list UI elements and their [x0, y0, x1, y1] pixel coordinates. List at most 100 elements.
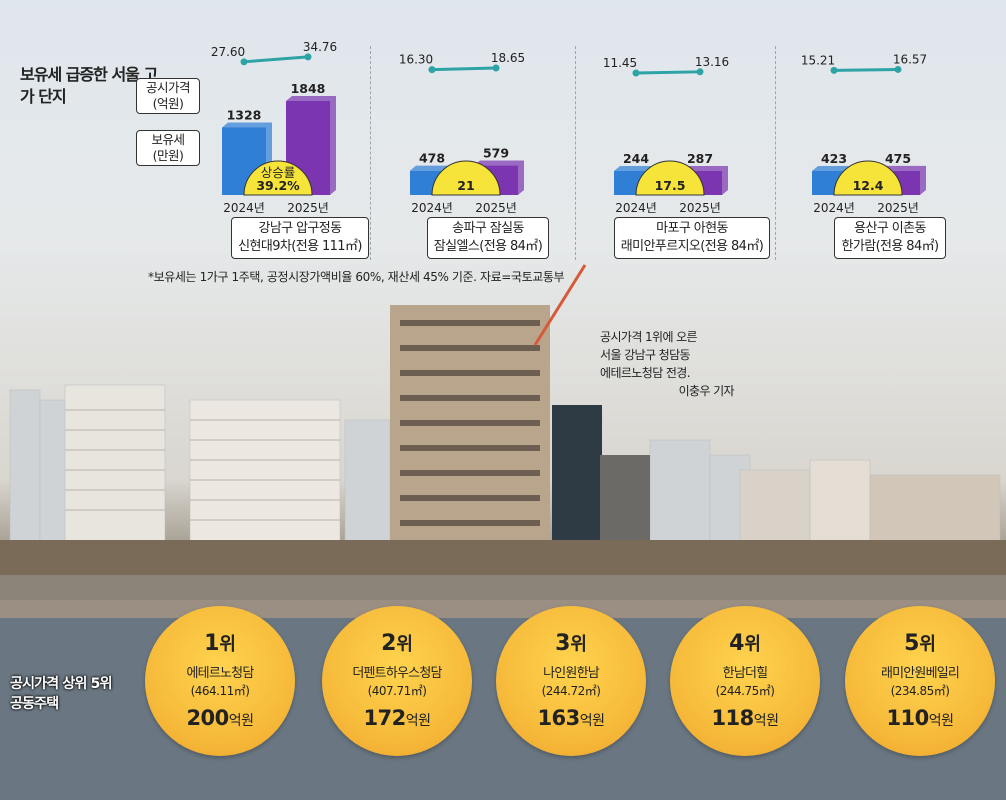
legend-line-label: 공시가격 (억원) [145, 80, 191, 111]
tax-label: 287 [687, 151, 713, 166]
price-label: 16.57 [893, 52, 927, 66]
complex-price: 200억원 [186, 706, 254, 730]
complex-name: 더펜트하우스청담 [352, 666, 442, 681]
legend-line: 공시가격 (억원) [136, 78, 200, 114]
group-label-box: 마포구 아현동 래미안푸르지오(전용 84㎡) [613, 217, 771, 259]
group-name: 마포구 아현동 [656, 221, 728, 236]
tax-label: 244 [623, 151, 649, 166]
tax-label: 423 [821, 151, 847, 166]
ranking-item: 2위 더펜트하우스청담 (407.71㎡) 172억원 [322, 606, 472, 756]
complex-name: 한남더힐 [722, 666, 768, 681]
price-label: 18.65 [491, 51, 525, 65]
increase-badge [243, 160, 313, 196]
tax-label: 478 [419, 151, 445, 166]
price-label: 34.76 [303, 40, 337, 54]
complex-area: (407.71㎡) [367, 684, 427, 698]
price-point [304, 53, 312, 61]
divider [775, 46, 776, 260]
complex-name: 래미안원베일리 [880, 666, 960, 681]
increase-badge [431, 160, 501, 196]
price-label: 16.30 [399, 53, 433, 67]
price-point [428, 66, 436, 74]
group-name: 송파구 잠실동 [452, 221, 524, 236]
group-label: 마포구 아현동 래미안푸르지오(전용 84㎡) [592, 216, 792, 260]
price-line [635, 70, 701, 75]
caption-line: 서울 강남구 청담동 [600, 348, 691, 362]
complex-price: 110억원 [886, 706, 954, 730]
price-line [833, 67, 899, 72]
complex-price: 118억원 [711, 706, 779, 730]
rank-number: 1위 [204, 631, 236, 656]
price-line [243, 55, 309, 64]
year-label: 2024년 [411, 201, 453, 215]
ranking-title-line: 공시가격 상위 5위 [10, 676, 112, 692]
price-point [696, 68, 704, 76]
year-label: 2025년 [877, 201, 919, 215]
group-unit: 한가람(전용 84㎡) [841, 239, 939, 254]
group-unit: 신현대9차(전용 111㎡) [238, 239, 362, 254]
tax-label: 1848 [291, 81, 326, 96]
price-point [894, 65, 902, 73]
complex-name: 나인원한남 [543, 666, 600, 681]
caption-line: 공시가격 1위에 오른 [600, 330, 698, 344]
group-name: 강남구 압구정동 [258, 221, 342, 236]
complex-area: (244.72㎡) [541, 684, 601, 698]
chart-group: 27.60 34.76 1328 1848 상승률 39.2% 2024년 2025년 강남구 … [200, 40, 400, 270]
year-label: 2024년 [615, 201, 657, 215]
complex-area: (244.75㎡) [715, 684, 775, 698]
year-label: 2024년 [813, 201, 855, 215]
tax-bar-depth [286, 96, 336, 195]
group-name: 용산구 이촌동 [854, 221, 926, 236]
price-point [632, 69, 640, 77]
ranking-item: 1위 에테르노청담 (464.11㎡) 200억원 [145, 606, 295, 756]
price-point [492, 64, 500, 72]
photo-caption: 공시가격 1위에 오른 서울 강남구 청담동 에테르노청담 전경. 이충우 기자 [600, 328, 760, 400]
ranking-item: 5위 래미안원베일리 (234.85㎡) 110억원 [845, 606, 995, 756]
price-label: 15.21 [801, 53, 835, 67]
group-unit: 잠실엘스(전용 84㎡) [433, 239, 543, 254]
rank-number: 3위 [555, 631, 587, 656]
increase-label: 상승률 [261, 165, 296, 180]
ranking-title-line: 공동주택 [10, 696, 59, 712]
divider [370, 46, 371, 260]
tax-label: 579 [483, 146, 509, 161]
price-label: 11.45 [603, 56, 637, 70]
increase-value: 21 [457, 178, 474, 193]
complex-area: (464.11㎡) [190, 684, 250, 698]
price-label: 13.16 [695, 55, 729, 69]
photo-credit: 이충우 기자 [678, 384, 735, 398]
rank-number: 4위 [729, 631, 761, 656]
group-plot: 16.30 18.65 478 579 21 2024년 2025년 [399, 51, 525, 215]
increase-badge [635, 160, 705, 196]
year-label: 2025년 [679, 201, 721, 215]
price-point [830, 66, 838, 74]
legend-bar: 보유세 (만원) [136, 130, 200, 166]
footnote: *보유세는 1가구 1주택, 공정시장가액비율 60%, 재산세 45% 기준.… [148, 270, 565, 284]
chart-title: 보유세 급증한 서울 고가 단지 [20, 65, 158, 106]
divider [575, 46, 576, 260]
tax-label: 1328 [227, 107, 262, 122]
chart-group: 15.21 16.57 423 475 12.4 2024년 2025년 용산구 이촌동 한가람… [790, 40, 990, 270]
rank-number: 2위 [381, 631, 413, 656]
price-label: 27.60 [211, 45, 245, 59]
price-point [240, 58, 248, 66]
year-label: 2025년 [475, 201, 517, 215]
increase-value: 39.2% [256, 178, 300, 193]
increase-value: 17.5 [655, 178, 686, 193]
complex-area: (234.85㎡) [890, 684, 950, 698]
caption-line: 에테르노청담 전경. [600, 366, 691, 380]
price-line [431, 66, 497, 72]
complex-price: 163억원 [537, 706, 605, 730]
